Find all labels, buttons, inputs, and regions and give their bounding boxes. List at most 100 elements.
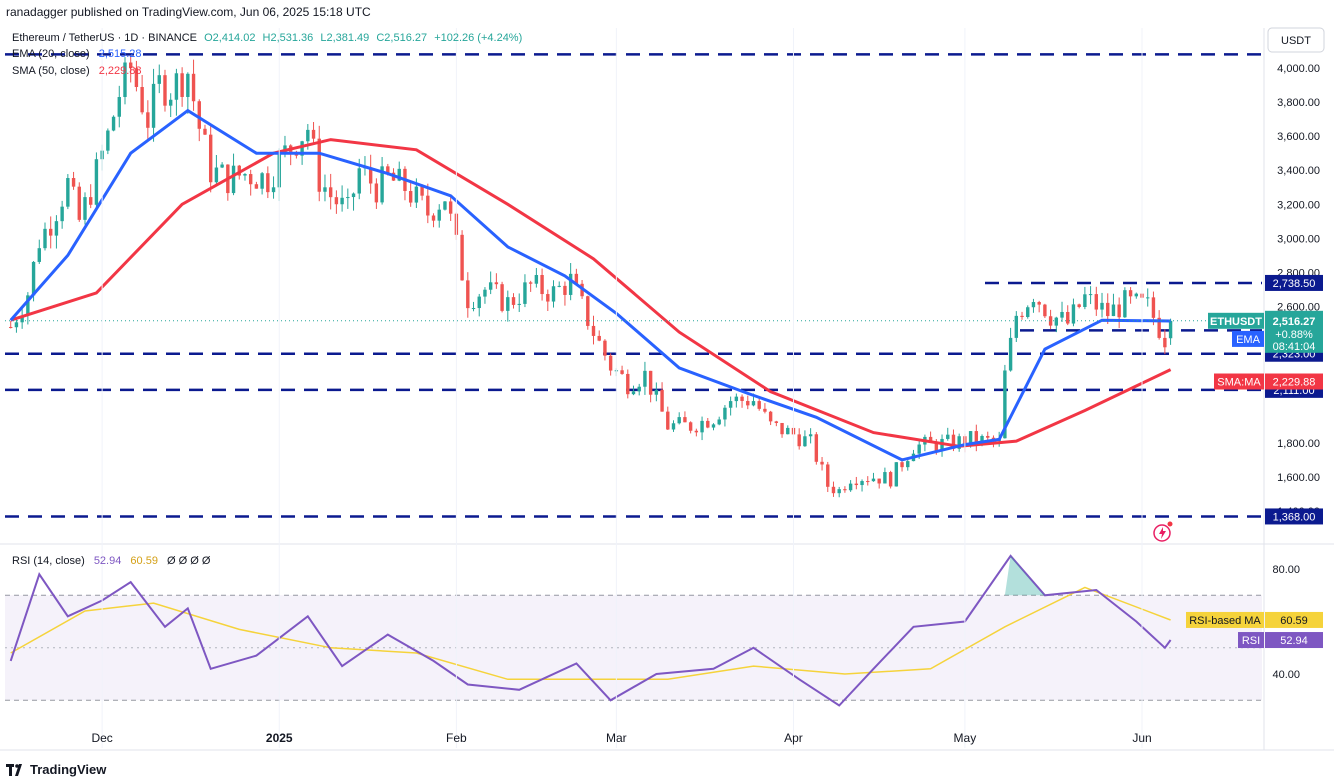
level-1368-tag [1265,508,1323,525]
candle-body [1088,294,1093,296]
candle-body [174,73,179,100]
candle-body [608,355,613,371]
candle-body [71,178,76,187]
candle-body [9,326,13,328]
candle-body [151,83,156,128]
candle-body [231,165,236,194]
footer-brand[interactable]: TradingView [6,762,106,777]
candle-body [89,197,93,205]
candle-body [20,315,24,323]
rsi-overbought-fill [1004,555,1045,596]
candle-body [208,134,213,183]
candle-body [620,370,624,374]
candle-body [626,373,630,395]
candle-body [711,424,716,428]
candle-body [431,215,436,221]
candle-body [1060,311,1064,318]
candle-body [763,408,767,412]
candle-body [934,441,939,451]
candle-body [1157,317,1161,338]
candle-body [60,206,64,222]
candle-body [129,62,133,69]
level-2738-tag-text: 2,738.50 [1273,278,1316,290]
symbol-name-text: ETHUSDT [1210,316,1262,328]
time-tick-label: Jun [1132,731,1151,745]
candles-group [9,55,1173,498]
candle-body [1168,320,1173,339]
candle-body [357,168,361,194]
candle-body [83,197,87,220]
price-tick-label: 3,200.00 [1277,199,1320,211]
rsi-legend-rest: Ø Ø Ø Ø [167,555,211,567]
candle-body [820,461,824,465]
event-marker-icon [1153,521,1173,542]
candle-body [734,396,739,402]
rsi-tick-label: 80.00 [1272,564,1300,576]
ema-name-tag [1232,330,1264,347]
candle-body [494,282,499,285]
close-value: C2,516.27 [376,32,428,44]
candle-body [397,168,401,181]
time-tick-label: Mar [606,731,627,745]
event-marker-bolt [1159,527,1166,539]
candle-body [1083,294,1087,307]
candle-body [163,75,167,106]
candle-body [951,434,956,449]
price-tick-label: 3,600.00 [1277,131,1320,143]
symbol-title: Ethereum / TetherUS · 1D · BINANCE [12,32,198,44]
candle-body [786,427,790,435]
candle-body [443,201,447,210]
level-2738-tag [1265,274,1323,291]
candle-body [534,275,539,284]
candle-body [694,430,699,433]
footer-brand-text: TradingView [30,762,107,777]
candle-body [186,73,190,97]
candle-body [146,112,150,128]
price-tick-label: 3,800.00 [1277,97,1320,109]
sma-name-tag [1214,373,1264,390]
candle-body [803,436,807,447]
candle-body [1163,337,1167,348]
currency-box [1267,27,1325,53]
candle-body [746,400,750,406]
candle-body [368,167,373,184]
candle-body [814,434,819,462]
sma-value-tag [1265,373,1323,390]
candle-body [877,478,881,484]
currency-label: USDT [1281,35,1311,47]
ema-name-text: EMA [1236,334,1261,346]
high-value: H2,531.36 [262,32,314,44]
candle-body [180,73,184,97]
candle-body [1003,370,1007,439]
rsi-ma-value-tag [1265,611,1323,628]
candle-body [866,481,870,483]
candle-body [654,389,659,395]
candle-body [768,411,773,422]
candle-body [460,234,464,281]
ema-legend-label: EMA (20, close) [12,48,90,60]
candle-body [540,275,544,295]
open-value: O2,414.02 [204,32,256,44]
current-price-block [1265,310,1323,353]
candle-body [717,419,721,425]
time-tick-label: Apr [784,731,803,745]
candle-body [1054,317,1059,326]
candle-body [974,431,979,444]
candle-body [94,159,99,205]
rsi-legend-label: RSI (14, close) [12,555,85,567]
candle-body [477,296,481,309]
price-tick-label: 1,800.00 [1277,438,1320,450]
candle-body [300,141,304,156]
price-tick-label: 4,000.00 [1277,63,1320,75]
candle-body [1071,304,1076,324]
rsi-tick-label: 40.00 [1272,669,1300,681]
candle-body [883,472,887,484]
candle-body [340,197,344,205]
time-tick-label: Feb [446,731,467,745]
candle-body [1151,297,1156,318]
candle-body [637,386,641,392]
candle-body [728,401,733,408]
candle-body [346,197,350,199]
candle-body [203,128,207,135]
